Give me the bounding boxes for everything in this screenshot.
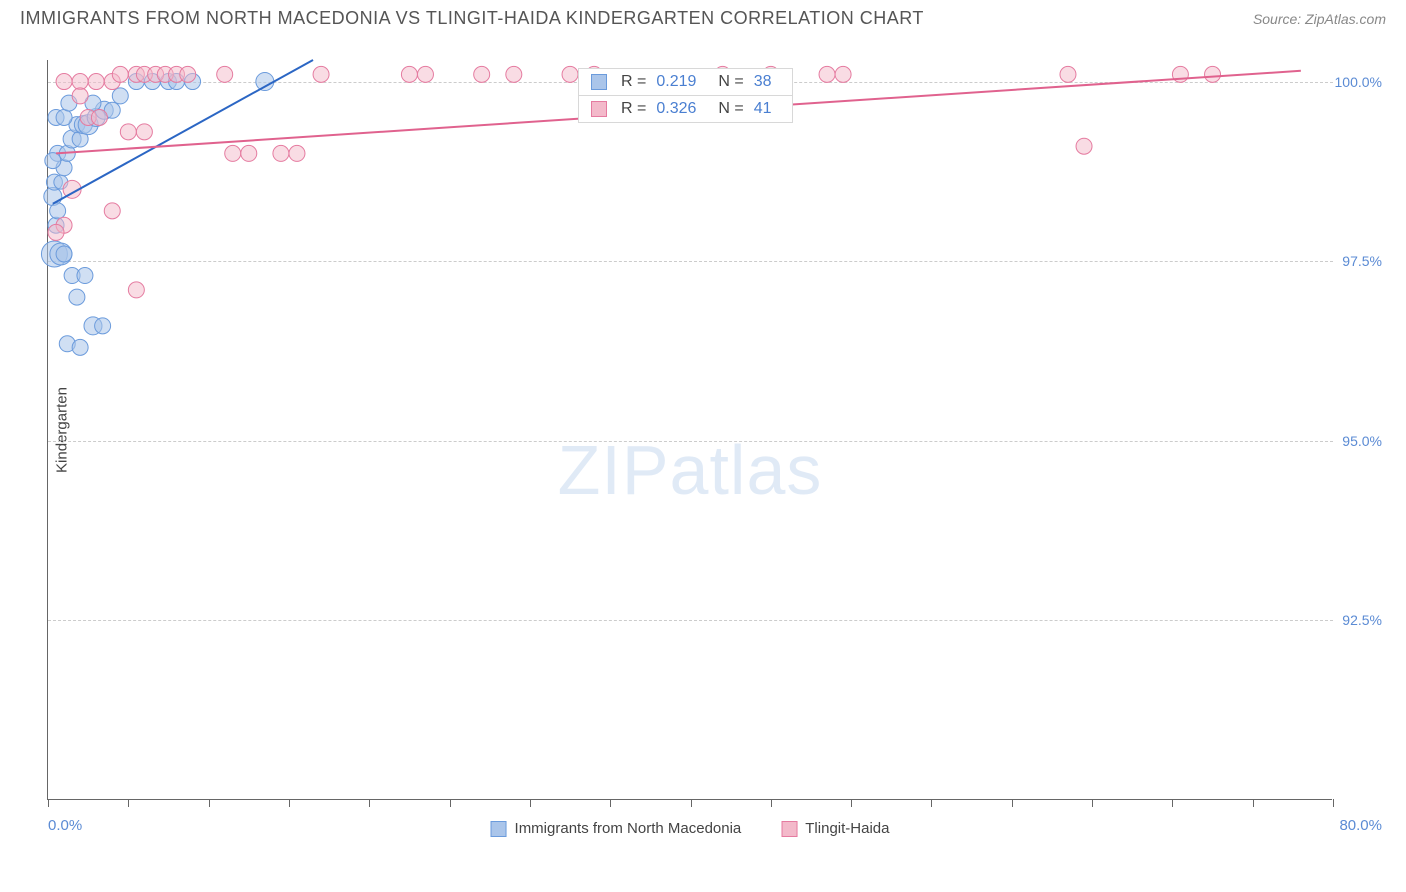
stats-n-value-1: 41 — [754, 100, 772, 118]
stats-r-label: R = — [621, 100, 646, 118]
stats-n-label: N = — [718, 100, 743, 118]
plot-area: ZIPatlas 92.5%95.0%97.5%100.0% R = 0.219… — [47, 60, 1332, 800]
data-point — [91, 109, 107, 125]
data-point — [77, 268, 93, 284]
data-point — [95, 318, 111, 334]
data-point — [180, 66, 196, 82]
chart-container: Kindergarten ZIPatlas 92.5%95.0%97.5%100… — [47, 60, 1386, 800]
data-point — [289, 145, 305, 161]
data-point — [88, 74, 104, 90]
stats-r-value-1: 0.326 — [656, 100, 696, 118]
data-point — [256, 73, 274, 91]
data-point — [1060, 66, 1076, 82]
data-point — [273, 145, 289, 161]
data-point — [241, 145, 257, 161]
data-point — [835, 66, 851, 82]
data-point — [225, 145, 241, 161]
data-point — [506, 66, 522, 82]
data-point — [120, 124, 136, 140]
data-point — [1205, 66, 1221, 82]
data-point — [401, 66, 417, 82]
bottom-legend: Immigrants from North Macedonia Tlingit-… — [491, 820, 890, 837]
legend-item-0: Immigrants from North Macedonia — [491, 820, 742, 837]
data-point — [72, 88, 88, 104]
data-point — [136, 124, 152, 140]
legend-label-1: Tlingit-Haida — [805, 820, 889, 837]
y-tick-label: 97.5% — [1327, 253, 1382, 269]
data-point — [56, 246, 72, 262]
stats-row-series-1: R = 0.326 N = 41 — [578, 95, 793, 123]
data-point — [69, 289, 85, 305]
data-point — [819, 66, 835, 82]
data-point — [474, 66, 490, 82]
stats-row-series-0: R = 0.219 N = 38 — [578, 68, 793, 96]
stats-legend: R = 0.219 N = 38 R = 0.326 N = 41 — [578, 68, 793, 122]
x-axis-min-label: 0.0% — [48, 817, 82, 834]
data-point — [104, 203, 120, 219]
scatter-plot — [48, 60, 1333, 800]
data-point — [50, 203, 66, 219]
series-1-swatch — [591, 101, 607, 117]
legend-label-0: Immigrants from North Macedonia — [515, 820, 742, 837]
stats-r-label: R = — [621, 73, 646, 91]
chart-header: IMMIGRANTS FROM NORTH MACEDONIA VS TLING… — [0, 0, 1406, 41]
data-point — [112, 88, 128, 104]
data-point — [562, 66, 578, 82]
data-point — [128, 282, 144, 298]
legend-item-1: Tlingit-Haida — [781, 820, 889, 837]
data-point — [217, 66, 233, 82]
data-point — [48, 224, 64, 240]
chart-source: Source: ZipAtlas.com — [1253, 11, 1386, 27]
data-point — [72, 74, 88, 90]
data-point — [417, 66, 433, 82]
data-point — [313, 66, 329, 82]
stats-n-label: N = — [718, 73, 743, 91]
data-point — [72, 339, 88, 355]
stats-r-value-0: 0.219 — [656, 73, 696, 91]
series-0-swatch — [591, 74, 607, 90]
legend-swatch-0 — [491, 821, 507, 837]
x-axis-max-label: 80.0% — [1339, 817, 1382, 834]
chart-title: IMMIGRANTS FROM NORTH MACEDONIA VS TLING… — [20, 8, 924, 29]
y-tick-label: 92.5% — [1327, 612, 1382, 628]
y-tick-label: 100.0% — [1327, 74, 1382, 90]
legend-swatch-1 — [781, 821, 797, 837]
data-point — [112, 66, 128, 82]
stats-n-value-0: 38 — [754, 73, 772, 91]
data-point — [45, 153, 61, 169]
data-point — [56, 109, 72, 125]
data-point — [1076, 138, 1092, 154]
y-tick-label: 95.0% — [1327, 433, 1382, 449]
data-point — [56, 74, 72, 90]
